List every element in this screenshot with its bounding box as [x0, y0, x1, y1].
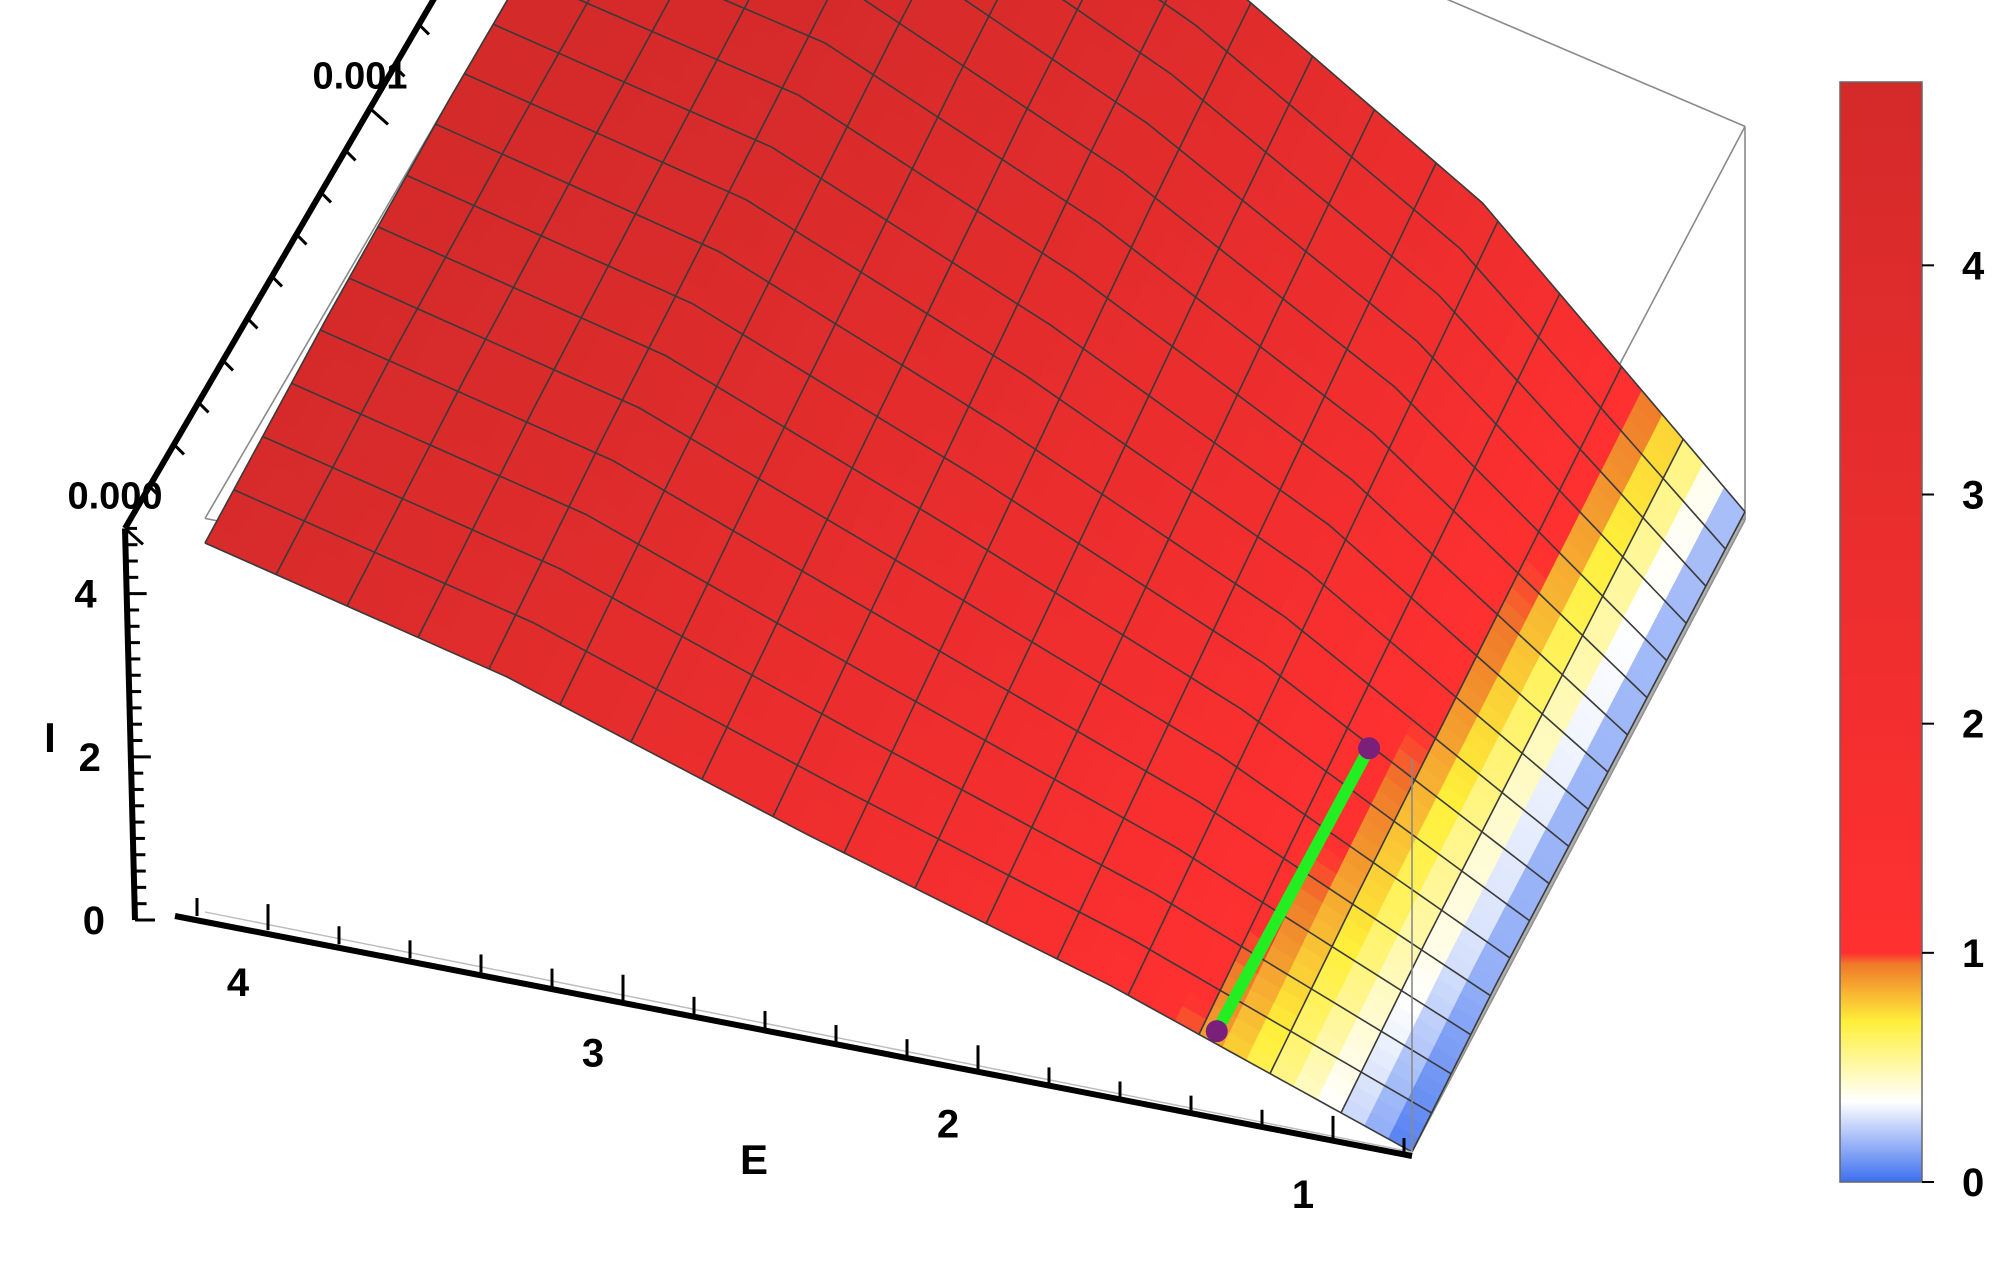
- z-tick-label: 2: [79, 736, 101, 780]
- colorbar-tick-label: 3: [1962, 474, 1984, 518]
- y-tick-label: 0.001: [312, 55, 407, 97]
- x-tick-label: 3: [582, 1032, 604, 1076]
- y-tick: [199, 402, 209, 412]
- y-tick: [370, 108, 388, 124]
- colorbar-tick-label: 0: [1962, 1161, 1984, 1205]
- y-tick: [419, 24, 429, 34]
- highlight-endpoint: [1358, 737, 1380, 759]
- surface-mesh: [205, 0, 1745, 1152]
- colorbar-bar: [1840, 82, 1922, 1182]
- y-tick: [321, 192, 331, 202]
- x-tick-label: 1: [1292, 1173, 1314, 1217]
- z-axis-label: I: [44, 714, 56, 761]
- z-tick-label: 4: [74, 573, 97, 617]
- x-tick-label: 4: [227, 961, 250, 1005]
- z-tick-label: 0: [83, 899, 105, 943]
- highlight-endpoint: [1206, 1020, 1228, 1042]
- x-axis-label: E: [740, 1136, 768, 1183]
- y-tick: [174, 444, 184, 454]
- colorbar-tick-label: 4: [1962, 244, 1985, 288]
- y-tick: [223, 360, 233, 370]
- colorbar-tick-label: 2: [1962, 703, 1984, 747]
- colorbar: 0 1 2 3 4: [1840, 82, 1985, 1205]
- y-tick-label: 0.000: [67, 475, 162, 517]
- x-tick-label: 2: [937, 1102, 959, 1146]
- y-tick: [346, 150, 356, 160]
- y-tick: [297, 234, 307, 244]
- y-tick: [248, 318, 258, 328]
- colorbar-tick-label: 1: [1962, 932, 1984, 976]
- y-tick: [272, 276, 282, 286]
